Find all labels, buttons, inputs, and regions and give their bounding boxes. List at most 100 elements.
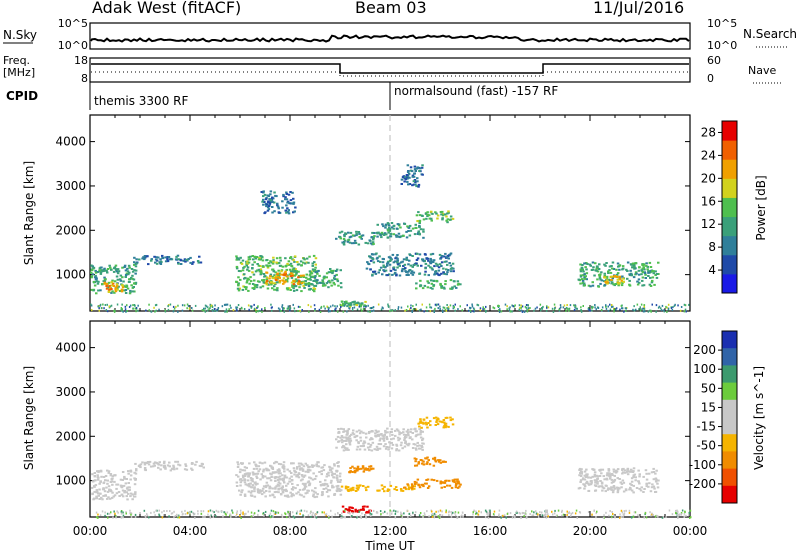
range-cell xyxy=(246,266,250,269)
range-cell xyxy=(617,284,620,287)
ground-cell xyxy=(516,511,518,514)
range-cell xyxy=(237,276,240,279)
range-cell xyxy=(579,481,582,483)
ground-cell xyxy=(281,515,284,518)
range-cell xyxy=(292,494,295,497)
ground-cell xyxy=(308,310,310,313)
range-cell xyxy=(300,290,303,293)
ground-cell xyxy=(217,510,220,513)
range-cell xyxy=(615,486,618,489)
range-cell xyxy=(441,213,445,215)
ground-cell xyxy=(324,513,327,516)
ground-cell xyxy=(209,307,211,310)
range-cell xyxy=(634,262,637,265)
range-cell xyxy=(98,267,102,270)
ground-cell xyxy=(620,515,623,518)
range-cell xyxy=(275,490,278,493)
range-cell xyxy=(333,494,336,496)
ground-cell xyxy=(426,510,428,513)
ground-cell xyxy=(469,307,472,309)
range-cell xyxy=(440,261,444,264)
ground-cell xyxy=(370,307,372,310)
range-cell xyxy=(369,443,373,446)
range-cell xyxy=(304,280,307,282)
range-cell xyxy=(579,472,582,474)
ground-cell xyxy=(310,305,312,308)
range-cell xyxy=(352,486,355,489)
ground-cell xyxy=(562,306,565,309)
range-cell xyxy=(412,180,416,183)
freq-panel xyxy=(89,57,691,83)
range-cell xyxy=(300,264,303,267)
ground-cell xyxy=(406,509,409,512)
range-cell xyxy=(382,234,386,236)
range-cell xyxy=(179,259,183,262)
range-cell xyxy=(410,170,414,173)
range-cell xyxy=(131,277,134,280)
range-cell xyxy=(395,428,399,431)
ground-cell xyxy=(418,309,421,312)
range-cell xyxy=(394,257,397,260)
range-cell xyxy=(270,283,273,286)
range-cell xyxy=(418,232,421,235)
range-cell xyxy=(157,256,160,259)
range-cell xyxy=(628,279,631,282)
range-cell xyxy=(168,465,171,468)
range-cell xyxy=(255,256,259,258)
range-cell xyxy=(265,281,268,284)
range-cell xyxy=(428,217,431,220)
ground-cell xyxy=(362,308,365,310)
range-cell xyxy=(390,441,393,444)
range-cell xyxy=(261,200,264,203)
x-tick-label: 16:00 xyxy=(473,524,508,538)
ground-cell xyxy=(269,512,272,515)
ground-cell xyxy=(239,514,241,517)
range-cell xyxy=(141,257,144,260)
ground-cell xyxy=(122,310,124,313)
ground-cell xyxy=(248,308,250,311)
range-cell xyxy=(264,490,268,492)
range-cell xyxy=(362,431,365,434)
range-cell xyxy=(401,260,404,263)
range-cell xyxy=(160,464,163,467)
range-cell xyxy=(420,462,424,465)
range-cell xyxy=(636,280,639,283)
ground-cell xyxy=(156,509,158,512)
range-cell xyxy=(283,481,286,484)
range-cell xyxy=(372,243,375,245)
range-cell xyxy=(322,488,325,490)
range-cell xyxy=(372,261,376,264)
range-cell xyxy=(286,275,289,278)
range-cell xyxy=(183,468,187,471)
range-cell xyxy=(97,280,100,283)
ground-cell xyxy=(439,509,442,512)
colorbar-segment xyxy=(722,331,737,349)
ground-cell xyxy=(249,305,252,308)
range-cell xyxy=(361,302,364,305)
range-cell xyxy=(422,228,425,231)
ground-cell xyxy=(475,510,477,513)
range-cell xyxy=(284,196,287,199)
range-cell xyxy=(347,436,350,439)
range-cell xyxy=(90,288,94,291)
range-cell xyxy=(297,283,300,286)
range-cell xyxy=(250,490,254,493)
range-cell xyxy=(369,268,372,271)
ground-cell xyxy=(204,307,207,310)
range-cell xyxy=(407,428,410,431)
range-cell xyxy=(153,464,156,467)
range-cell xyxy=(368,448,371,451)
ground-cell xyxy=(605,511,607,514)
ground-cell xyxy=(533,511,535,514)
ground-cell xyxy=(281,305,283,308)
range-cell xyxy=(429,257,432,260)
range-cell xyxy=(596,270,600,273)
range-cell xyxy=(433,265,436,268)
range-cell xyxy=(292,267,295,270)
range-cell xyxy=(655,469,658,472)
ground-cell xyxy=(643,304,646,307)
ground-cell xyxy=(192,511,194,514)
ground-cell xyxy=(321,511,323,514)
range-cell xyxy=(380,433,383,435)
range-cell xyxy=(330,284,333,287)
